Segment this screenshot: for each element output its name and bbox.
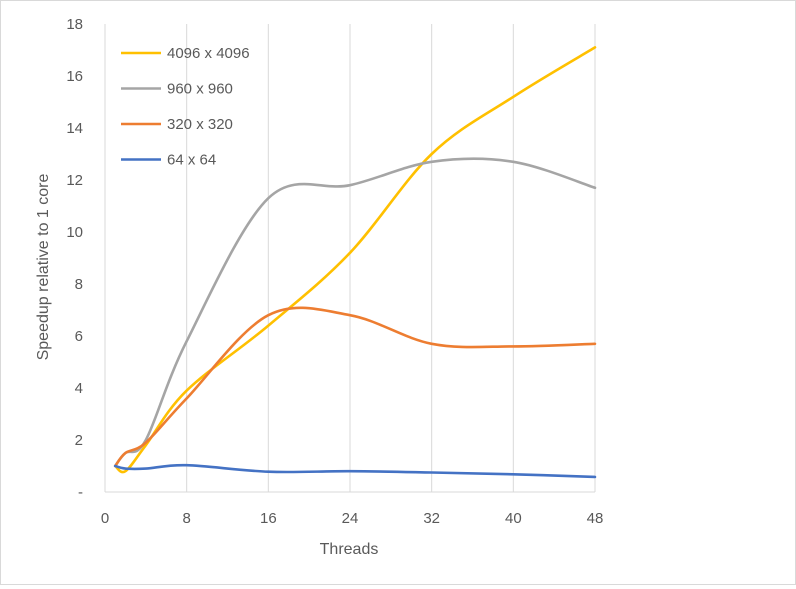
y-axis-title: Speedup relative to 1 core bbox=[35, 174, 52, 361]
series-line-2 bbox=[115, 308, 595, 466]
y-tick-label: - bbox=[78, 484, 83, 501]
legend-label: 64 x 64 bbox=[167, 152, 216, 169]
y-tick-label: 8 bbox=[75, 276, 83, 293]
series-line-0 bbox=[115, 47, 595, 472]
x-axis-title: Threads bbox=[320, 541, 379, 558]
y-tick-label: 6 bbox=[75, 328, 83, 345]
x-tick-label: 24 bbox=[342, 510, 359, 527]
x-tick-label: 40 bbox=[505, 510, 522, 527]
gridlines bbox=[187, 24, 595, 492]
y-tick-label: 10 bbox=[66, 224, 83, 241]
series-line-1 bbox=[115, 159, 595, 466]
legend-label: 320 x 320 bbox=[167, 116, 233, 133]
y-tick-label: 14 bbox=[66, 120, 83, 137]
y-tick-label: 2 bbox=[75, 432, 83, 449]
series-line-3 bbox=[115, 465, 595, 477]
x-tick-label: 8 bbox=[182, 510, 190, 527]
x-tick-label: 0 bbox=[101, 510, 109, 527]
x-tick-label: 32 bbox=[423, 510, 440, 527]
legend: 4096 x 4096 960 x 960 320 x 320 64 x 64 bbox=[121, 45, 250, 169]
y-tick-label: 16 bbox=[66, 68, 83, 85]
legend-label: 4096 x 4096 bbox=[167, 45, 250, 62]
legend-label: 960 x 960 bbox=[167, 81, 233, 98]
y-tick-label: 12 bbox=[66, 172, 83, 189]
y-tick-label: 18 bbox=[66, 16, 83, 33]
y-tick-label: 4 bbox=[75, 380, 83, 397]
x-tick-label: 48 bbox=[587, 510, 604, 527]
x-tick-label: 16 bbox=[260, 510, 277, 527]
